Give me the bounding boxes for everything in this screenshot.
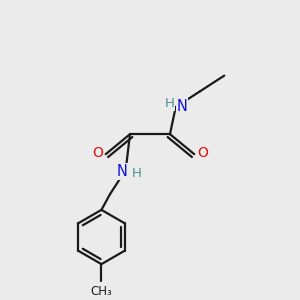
Text: CH₃: CH₃ <box>91 285 112 298</box>
Text: N: N <box>117 164 128 179</box>
Text: H: H <box>164 97 174 110</box>
Text: O: O <box>92 146 103 160</box>
Text: O: O <box>197 146 208 160</box>
Text: N: N <box>177 99 188 114</box>
Text: H: H <box>132 167 142 180</box>
